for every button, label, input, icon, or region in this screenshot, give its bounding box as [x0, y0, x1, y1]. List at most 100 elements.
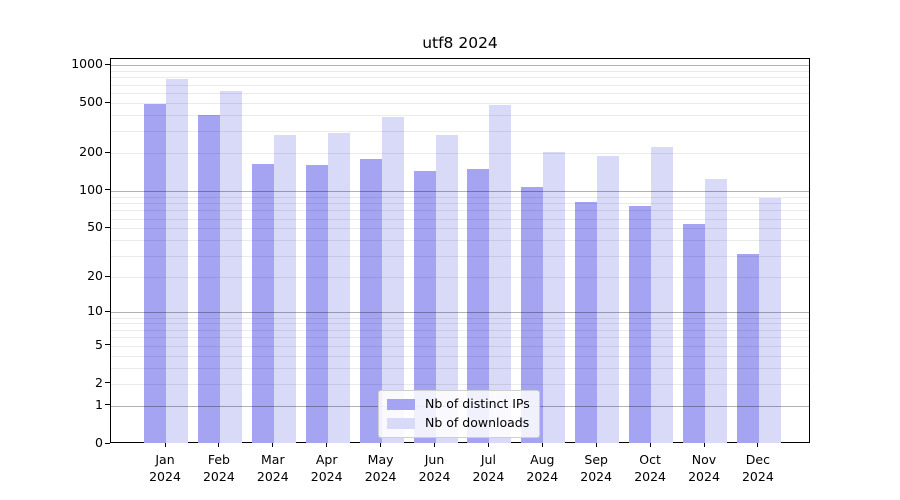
gridline-minor: [111, 317, 809, 319]
x-tick-label: May 2024: [364, 452, 397, 484]
bar-downloads: [597, 155, 620, 443]
bar-distinct-ips: [629, 206, 652, 443]
x-tick-mark: [272, 443, 274, 447]
gridline-minor: [111, 196, 809, 198]
x-tick-mark: [487, 443, 489, 447]
gridline-minor: [111, 130, 809, 132]
bar-downloads: [651, 146, 674, 443]
y-tick-label: 1000: [71, 56, 103, 72]
y-tick-mark: [105, 189, 110, 191]
y-tick-label: 10: [87, 303, 103, 319]
legend-label-downloads: Nb of downloads: [425, 415, 530, 430]
y-tick-label: 2: [95, 374, 103, 390]
x-tick-mark: [757, 443, 759, 447]
legend-row: Nb of downloads: [387, 415, 530, 431]
x-tick-mark: [649, 443, 651, 447]
y-tick-mark: [105, 101, 110, 103]
gridline-minor: [111, 115, 809, 117]
bar-distinct-ips: [683, 224, 705, 443]
y-tick-label: 500: [79, 94, 103, 109]
y-tick-mark: [105, 151, 110, 153]
gridline-minor: [111, 77, 809, 79]
gridline-minor: [111, 345, 809, 347]
x-tick-label: Apr 2024: [310, 452, 343, 484]
x-tick-label: Dec 2024: [741, 452, 774, 484]
y-tick-mark: [105, 226, 110, 228]
x-tick-label: Jul 2024: [472, 452, 505, 484]
gridline-minor: [111, 103, 809, 104]
y-tick-label: 0: [95, 435, 103, 450]
bar-distinct-ips: [575, 201, 598, 443]
gridline-minor: [111, 277, 809, 278]
y-tick-mark: [105, 344, 110, 346]
gridline-minor: [111, 70, 809, 72]
bar-downloads: [273, 134, 296, 443]
gridline-minor: [111, 240, 809, 242]
x-tick-label: Sep 2024: [580, 452, 613, 484]
gridline-minor: [111, 383, 809, 385]
chart-title: utf8 2024: [422, 34, 498, 52]
bar-distinct-ips: [359, 158, 382, 443]
bar-distinct-ips: [413, 170, 436, 443]
gridline-major: [111, 65, 809, 67]
gridline-minor: [111, 218, 809, 220]
y-tick-label: 50: [87, 219, 103, 235]
gridline-minor: [111, 329, 809, 331]
bar-downloads: [435, 134, 458, 443]
gridline-minor: [111, 367, 809, 369]
x-tick-mark: [541, 443, 543, 447]
bar-downloads: [489, 105, 512, 443]
gridline-major: [111, 190, 809, 192]
bar-distinct-ips: [736, 253, 759, 443]
gridline-minor: [111, 93, 809, 95]
x-tick-label: Feb 2024: [202, 452, 235, 484]
plot-area: [110, 58, 810, 443]
y-tick-label: 20: [87, 268, 103, 283]
y-tick-label: 5: [95, 336, 103, 352]
bar-distinct-ips: [251, 163, 274, 443]
y-tick-mark: [105, 310, 110, 312]
x-tick-label: Nov 2024: [688, 452, 720, 484]
bar-distinct-ips: [144, 104, 166, 443]
x-tick-mark: [595, 443, 597, 447]
x-tick-label: Aug 2024: [526, 452, 559, 484]
x-tick-mark: [326, 443, 328, 447]
x-tick-label: Jun 2024: [418, 452, 451, 484]
x-tick-mark: [703, 443, 705, 447]
gridline-minor: [111, 323, 809, 325]
legend-row: Nb of distinct IPs: [387, 396, 530, 412]
gridline-minor: [111, 210, 809, 212]
gridline-minor: [111, 355, 809, 357]
bar-downloads: [758, 197, 781, 443]
x-tick-mark: [218, 443, 220, 447]
gridline-minor: [111, 84, 809, 86]
x-tick-mark: [434, 443, 435, 447]
y-tick-mark: [105, 382, 110, 384]
gridline-major: [111, 312, 809, 314]
legend-label-distinct-ips: Nb of distinct IPs: [425, 396, 530, 411]
y-tick-label: 1: [95, 396, 103, 412]
bar-downloads: [327, 132, 350, 443]
y-tick-mark: [105, 275, 110, 277]
bar-distinct-ips: [467, 168, 490, 443]
x-tick-label: Jan 2024: [149, 452, 181, 484]
y-tick-label: 200: [79, 144, 103, 160]
bar-downloads: [166, 78, 188, 443]
x-tick-mark: [380, 443, 382, 447]
x-tick-label: Mar 2024: [256, 452, 289, 484]
bar-downloads: [381, 116, 404, 443]
legend: Nb of distinct IPs Nb of downloads: [378, 390, 540, 438]
gridline-minor: [111, 153, 809, 155]
x-tick-mark: [164, 443, 166, 447]
y-tick-label: 100: [79, 181, 103, 197]
gridline-minor: [111, 202, 809, 204]
y-tick-mark: [105, 442, 110, 444]
legend-swatch-downloads: [387, 417, 415, 429]
gridline-minor: [111, 255, 809, 257]
gridline-minor: [111, 228, 809, 230]
bar-downloads: [219, 91, 242, 443]
bar-downloads: [543, 151, 566, 443]
gridline-minor: [111, 337, 809, 339]
y-tick-mark: [105, 63, 110, 65]
